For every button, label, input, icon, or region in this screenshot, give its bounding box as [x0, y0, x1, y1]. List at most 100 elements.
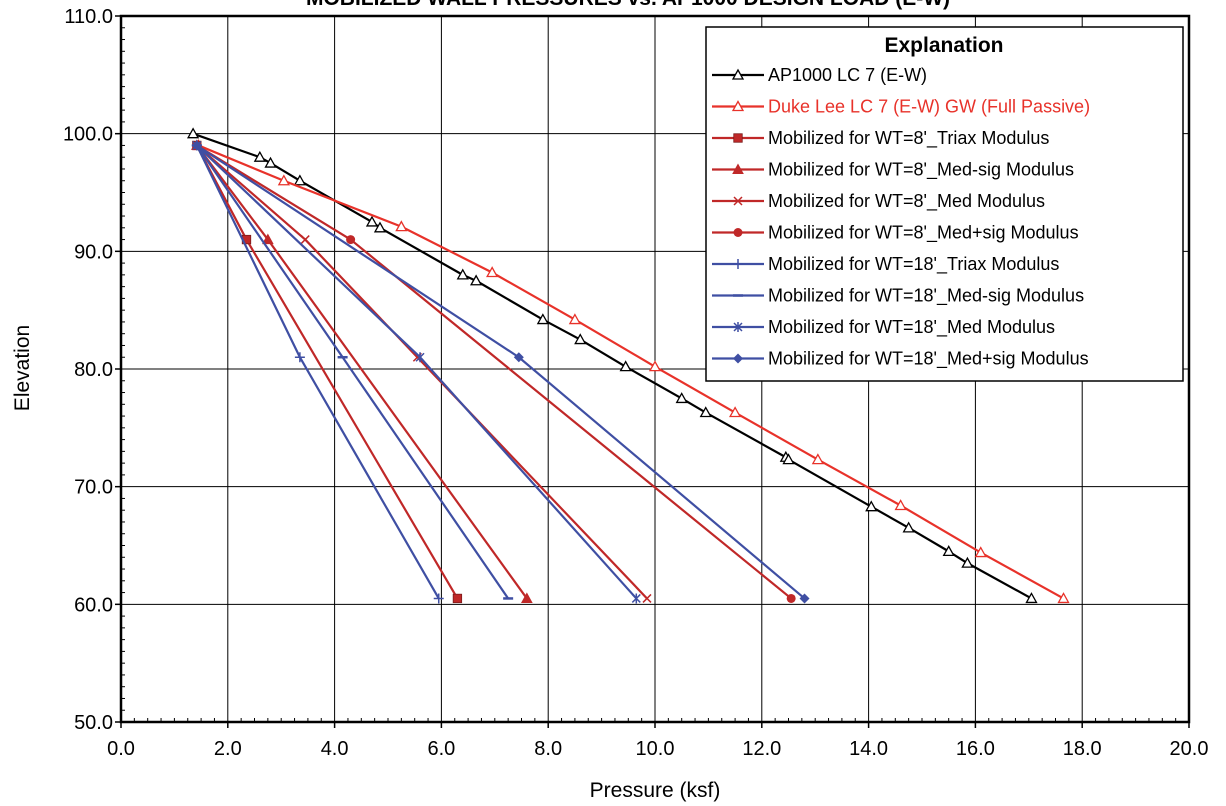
data-point	[974, 546, 987, 558]
y-axis-title: Elevation	[11, 325, 34, 411]
data-point	[433, 593, 444, 604]
legend-marker	[731, 68, 745, 80]
legend-item: Duke Lee LC 7 (E-W) GW (Full Passive)	[712, 97, 1090, 117]
legend-label: Mobilized for WT=8'_Med Modulus	[768, 191, 1045, 212]
x-tick-label: 10.0	[636, 738, 675, 760]
legend-item: Mobilized for WT=8'_Med-sig Modulus	[712, 160, 1074, 181]
data-point	[631, 593, 641, 604]
legend-label: Mobilized for WT=8'_Med+sig Modulus	[768, 223, 1079, 244]
legend-marker	[733, 196, 743, 206]
y-tick-label: 100.0	[63, 124, 113, 146]
y-tick-label: 60.0	[74, 594, 113, 616]
x-tick-label: 6.0	[427, 738, 455, 760]
legend-marker	[732, 163, 744, 174]
y-tick-label: 110.0	[64, 6, 113, 28]
data-point	[675, 392, 688, 404]
legend-item: Mobilized for WT=8'_Med Modulus	[712, 191, 1045, 212]
data-point	[513, 352, 524, 363]
series-line	[196, 144, 648, 600]
data-point	[619, 360, 632, 372]
axis-ticks: 0.0 2.0 4.0 6.0 8.0 10.0 12.0 14.0 16.0 18.0 20.0 5…	[63, 6, 1209, 760]
legend-marker	[733, 322, 743, 332]
data-point	[786, 593, 796, 603]
data-point	[486, 266, 499, 278]
data-point	[961, 556, 974, 568]
data-point	[799, 593, 810, 604]
data-point	[277, 174, 290, 186]
data-point	[294, 352, 305, 363]
legend-title: Explanation	[884, 34, 1003, 57]
data-point	[1025, 592, 1038, 604]
legend-marker	[733, 133, 743, 143]
x-tick-label: 12.0	[742, 738, 781, 760]
legend-marker	[733, 228, 743, 237]
data-point	[262, 233, 274, 245]
legend: Explanation AP1000 LC 7 (E-W) Duke Lee LC…	[705, 26, 1184, 382]
legend-box	[705, 26, 1184, 382]
legend-label: Mobilized for WT=18'_Med Modulus	[768, 317, 1055, 338]
data-point	[574, 333, 587, 345]
x-tick-label: 4.0	[321, 738, 349, 760]
data-point	[191, 140, 202, 151]
y-tick-label: 90.0	[74, 241, 113, 263]
chart-title: MOBILIZED WALL PRESSURES vs. AP1000 DESI…	[306, 0, 950, 10]
series-line	[192, 132, 1033, 600]
data-point	[642, 593, 652, 603]
legend-label: Mobilized for WT=8'_Med-sig Modulus	[768, 160, 1074, 181]
data-point	[894, 499, 907, 511]
data-point	[264, 156, 277, 168]
data-point	[293, 174, 306, 186]
data-point	[415, 352, 425, 363]
data-point	[373, 221, 387, 233]
data-point	[811, 453, 824, 465]
x-tick-label: 2.0	[214, 738, 242, 760]
data-point	[699, 406, 712, 418]
data-point	[1057, 592, 1070, 604]
data-point	[186, 127, 200, 139]
data-point	[568, 313, 582, 325]
data-point	[253, 150, 266, 162]
data-point	[942, 545, 955, 557]
data-point	[782, 453, 795, 465]
legend-label: Mobilized for WT=18'_Triax Modulus	[768, 254, 1059, 275]
data-point	[395, 220, 408, 232]
data-point	[536, 313, 549, 325]
data-point	[470, 274, 483, 286]
legend-items: AP1000 LC 7 (E-W) Duke Lee LC 7 (E-W) GW …	[712, 65, 1090, 370]
x-tick-label: 18.0	[1063, 738, 1102, 760]
data-point	[865, 500, 878, 512]
legend-item: Mobilized for WT=8'_Triax Modulus	[712, 128, 1049, 149]
legend-label: Mobilized for WT=8'_Triax Modulus	[768, 128, 1049, 149]
data-point	[728, 406, 742, 418]
x-tick-label: 0.0	[107, 738, 135, 760]
legend-label: Duke Lee LC 7 (E-W) GW (Full Passive)	[768, 97, 1090, 117]
series-10	[191, 140, 810, 604]
data-point	[648, 360, 662, 372]
x-tick-label: 20.0	[1170, 738, 1209, 760]
legend-item: AP1000 LC 7 (E-W)	[712, 65, 927, 85]
legend-marker	[731, 100, 745, 112]
legend-marker	[733, 259, 743, 269]
legend-item: Mobilized for WT=8'_Med+sig Modulus	[712, 223, 1079, 244]
series-1	[186, 127, 1038, 604]
x-tick-label: 16.0	[956, 738, 995, 760]
legend-item: Mobilized for WT=18'_Med+sig Modulus	[712, 349, 1089, 370]
legend-item: Mobilized for WT=18'_Med-sig Modulus	[712, 286, 1084, 307]
series-group	[186, 127, 1070, 604]
y-tick-label: 70.0	[74, 477, 113, 499]
legend-item: Mobilized for WT=18'_Med Modulus	[712, 317, 1055, 338]
data-point	[365, 215, 379, 227]
legend-label: AP1000 LC 7 (E-W)	[768, 65, 927, 85]
data-point	[346, 235, 356, 245]
data-point	[452, 593, 463, 604]
x-tick-label: 8.0	[534, 738, 562, 760]
legend-item: Mobilized for WT=18'_Triax Modulus	[712, 254, 1059, 275]
legend-label: Mobilized for WT=18'_Med-sig Modulus	[768, 286, 1084, 307]
x-tick-label: 14.0	[849, 738, 888, 760]
y-tick-label: 80.0	[74, 359, 113, 381]
data-point	[902, 521, 915, 533]
legend-marker	[733, 353, 743, 364]
data-point	[520, 592, 533, 603]
data-point	[456, 268, 469, 280]
